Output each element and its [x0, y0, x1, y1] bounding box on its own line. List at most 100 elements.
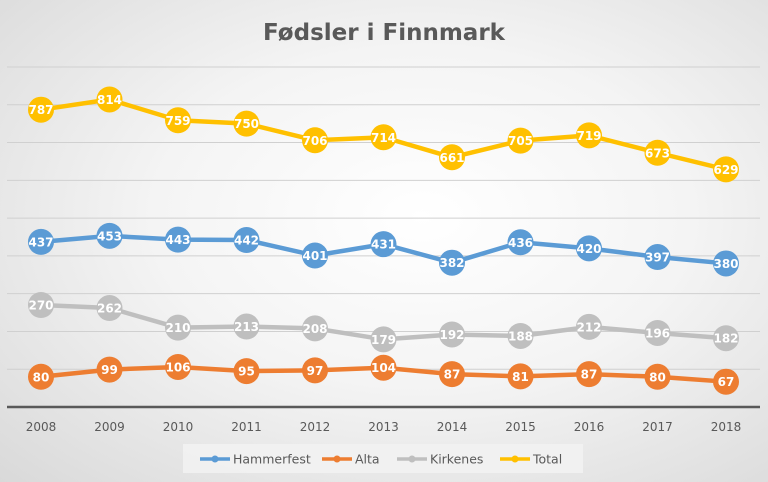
data-point — [507, 322, 534, 349]
gridlines — [7, 66, 760, 370]
x-axis-ticks: 2008 2009 2010 2011 2012 2013 2014 2015 2016 2017… — [26, 420, 742, 434]
data-point — [28, 292, 54, 318]
x-tick-label: 2013 — [368, 420, 399, 434]
data-point — [302, 242, 328, 269]
data-point — [302, 315, 328, 342]
data-label: 759 — [165, 114, 190, 128]
data-label: 182 — [713, 332, 738, 346]
data-label: 81 — [512, 370, 529, 384]
legend-item-hammerfest: Hammerfest — [200, 452, 311, 467]
data-point — [233, 227, 260, 254]
data-label: 213 — [234, 320, 259, 334]
legend-marker — [408, 455, 416, 463]
legend-label: Alta — [355, 452, 380, 467]
x-tick-label: 2017 — [642, 420, 673, 434]
data-label: 453 — [97, 229, 122, 243]
data-point — [96, 86, 123, 113]
data-point — [370, 326, 397, 353]
legend-marker — [511, 455, 519, 463]
data-point — [507, 363, 534, 390]
data-point — [28, 96, 54, 123]
data-point — [713, 368, 739, 395]
x-tick-label: 2012 — [300, 420, 331, 434]
data-label: 270 — [28, 299, 53, 313]
legend-marker — [333, 455, 341, 463]
x-tick-label: 2016 — [574, 420, 605, 434]
data-label: 443 — [165, 233, 190, 247]
data-point — [302, 357, 328, 384]
data-point — [233, 358, 260, 385]
data-label: 706 — [302, 134, 327, 148]
data-point — [302, 127, 328, 154]
chart-title: Fødsler i Finnmark — [263, 20, 506, 46]
data-point — [576, 122, 602, 149]
data-point — [713, 250, 739, 277]
data-point — [233, 313, 260, 340]
data-label: 210 — [165, 321, 190, 335]
data-label: 87 — [444, 368, 461, 382]
data-point — [28, 228, 54, 255]
data-label: 401 — [302, 249, 327, 263]
series-kirkenes: 270 262 210 213 208 179 192 188 212 196 182 — [28, 292, 739, 353]
data-label: 80 — [649, 370, 666, 384]
data-point — [165, 226, 191, 253]
data-label: 212 — [576, 320, 601, 334]
data-label: 673 — [645, 146, 670, 160]
data-point — [370, 124, 397, 151]
data-label: 67 — [718, 375, 735, 389]
data-label: 95 — [238, 365, 255, 379]
data-point — [644, 244, 671, 271]
data-label: 382 — [439, 256, 464, 270]
data-label: 442 — [234, 234, 259, 248]
data-point — [96, 222, 123, 249]
data-point — [370, 231, 397, 258]
x-tick-label: 2009 — [94, 420, 125, 434]
legend-item-alta: Alta — [322, 452, 380, 467]
data-label: 436 — [508, 236, 533, 250]
data-point — [233, 110, 260, 137]
legend-item-kirkenes: Kirkenes — [397, 452, 483, 467]
legend-item-total: Total — [500, 452, 562, 467]
data-label: 192 — [439, 328, 464, 342]
legend-label: Kirkenes — [430, 452, 483, 467]
data-point — [96, 295, 123, 322]
data-point — [507, 127, 534, 154]
series-total: 787 814 759 750 706 714 661 705 719 673 629 — [28, 86, 739, 183]
x-tick-label: 2011 — [231, 420, 262, 434]
x-tick-label: 2008 — [26, 420, 57, 434]
data-point — [507, 229, 534, 256]
data-point — [576, 235, 602, 262]
x-tick-label: 2010 — [163, 420, 194, 434]
x-tick-label: 2015 — [505, 420, 536, 434]
series-hammerfest: 437 453 443 442 401 431 382 436 420 397 380 — [28, 222, 739, 277]
x-tick-label: 2014 — [437, 420, 468, 434]
data-label: 380 — [713, 257, 738, 271]
data-point — [28, 363, 54, 390]
data-label: 719 — [576, 129, 601, 143]
data-point — [576, 361, 602, 388]
data-label: 196 — [645, 326, 670, 340]
data-point — [165, 314, 191, 341]
data-point — [165, 353, 191, 380]
series-group: 437 453 443 442 401 431 382 436 420 397 380 80 99 106… — [28, 86, 739, 395]
data-label: 97 — [307, 364, 324, 378]
data-point — [439, 361, 465, 388]
data-point — [644, 363, 671, 390]
data-point — [576, 313, 602, 340]
data-label: 814 — [97, 93, 122, 107]
data-point — [439, 249, 465, 276]
data-label: 437 — [28, 235, 53, 249]
data-label: 99 — [101, 363, 118, 377]
data-label: 80 — [33, 370, 50, 384]
data-label: 188 — [508, 329, 533, 343]
data-label: 431 — [371, 238, 396, 252]
data-point — [439, 321, 465, 348]
data-point — [165, 107, 191, 134]
data-label: 661 — [439, 151, 464, 165]
data-label: 629 — [713, 163, 738, 177]
series-alta: 80 99 106 95 97 104 87 81 87 80 67 — [28, 353, 739, 395]
data-label: 705 — [508, 134, 533, 148]
legend: Hammerfest Alta Kirkenes Total — [200, 452, 562, 467]
data-label: 787 — [28, 103, 53, 117]
